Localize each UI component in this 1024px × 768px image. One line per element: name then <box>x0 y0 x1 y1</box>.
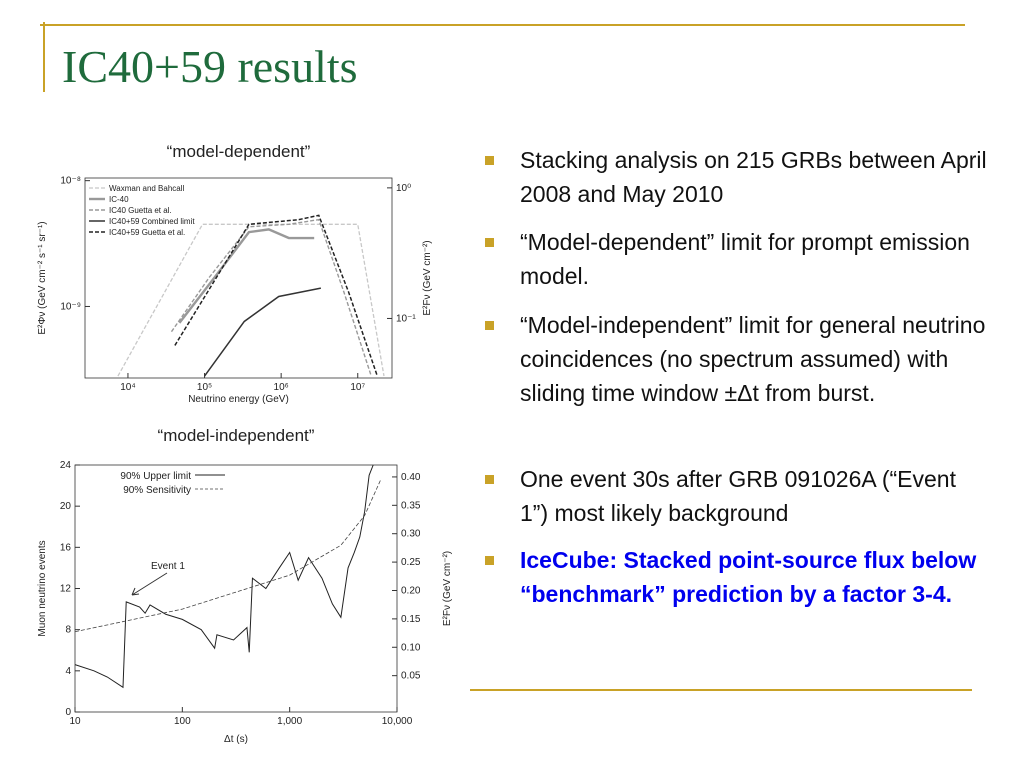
y-tick-label: 0 <box>65 707 71 718</box>
series-line <box>74 464 374 689</box>
bullet: “Model-independent” limit for general ne… <box>485 308 990 410</box>
x-tick-label: 10,000 <box>382 716 413 727</box>
slide-title: IC40+59 results <box>62 41 358 92</box>
series-line <box>74 480 381 633</box>
y2-tick-label: 0.10 <box>401 642 421 653</box>
legend-label: IC40+59 Guetta et al. <box>109 228 185 237</box>
y2-axis-label: E²Fν (GeV cm⁻²) <box>422 240 433 315</box>
y-axis-label: E²Φν (GeV cm⁻² s⁻¹ sr⁻¹) <box>37 221 48 334</box>
series-line <box>170 218 372 377</box>
y-tick-label: 16 <box>60 542 72 553</box>
series-line <box>178 228 315 324</box>
x-tick-label: 10⁶ <box>274 382 289 393</box>
x-axis-label: Δt (s) <box>224 734 248 745</box>
annotation-arrow <box>131 572 168 596</box>
legend-label: IC40 Guetta et al. <box>109 206 172 215</box>
chart-title: “model-dependent” <box>167 142 311 161</box>
series-line <box>203 287 322 377</box>
legend-label: IC-40 <box>109 195 129 204</box>
y-tick-label: 12 <box>60 584 72 595</box>
y2-tick-label: 0.20 <box>401 585 421 596</box>
y2-tick-label: 0.05 <box>401 671 421 682</box>
annotation: Event 1 <box>151 561 185 572</box>
bullet: Stacking analysis on 215 GRBs between Ap… <box>485 143 990 211</box>
chart-title: “model-independent” <box>158 426 315 445</box>
legend-label: Waxman and Bahcall <box>109 184 185 193</box>
legend-label: IC40+59 Combined limit <box>109 217 195 226</box>
x-tick-label: 10 <box>69 716 81 727</box>
y-tick-label: 20 <box>60 501 72 512</box>
x-tick-label: 10⁵ <box>197 382 212 393</box>
plot-frame <box>84 177 393 379</box>
y2-tick-label: 0.30 <box>401 529 421 540</box>
x-axis-label: Neutrino energy (GeV) <box>188 394 289 405</box>
y2-axis-label: E²Fν (GeV cm⁻²) <box>442 551 453 626</box>
y2-tick-label: 0.35 <box>401 500 421 511</box>
y2-tick-label: 0.40 <box>401 472 421 483</box>
legend-label: 90% Sensitivity <box>123 485 191 496</box>
x-tick-label: 1,000 <box>277 716 302 727</box>
y2-tick-label: 0.15 <box>401 614 421 625</box>
series-line <box>174 214 379 377</box>
y-tick-label: 8 <box>65 625 71 636</box>
y2-tick-label: 10⁻¹ <box>396 313 416 324</box>
y-tick-label: 4 <box>65 666 71 677</box>
bullet: IceCube: Stacked point-source flux below… <box>485 543 990 611</box>
y-tick-label: 10⁻⁸ <box>60 176 81 187</box>
x-tick-label: 10⁷ <box>350 382 365 393</box>
y2-tick-label: 10⁰ <box>396 183 411 194</box>
bullet: One event 30s after GRB 091026A (“Event … <box>485 462 990 530</box>
legend-label: 90% Upper limit <box>120 471 191 482</box>
x-tick-label: 100 <box>174 716 191 727</box>
y2-tick-label: 0.25 <box>401 557 421 568</box>
y-tick-label: 24 <box>60 460 72 471</box>
y-tick-label: 10⁻⁹ <box>60 301 81 312</box>
y-axis-label: Muon neutrino events <box>37 540 48 636</box>
series-line <box>117 223 385 377</box>
bullet: “Model-dependent” limit for prompt emiss… <box>485 225 990 293</box>
x-tick-label: 10⁴ <box>120 382 135 393</box>
